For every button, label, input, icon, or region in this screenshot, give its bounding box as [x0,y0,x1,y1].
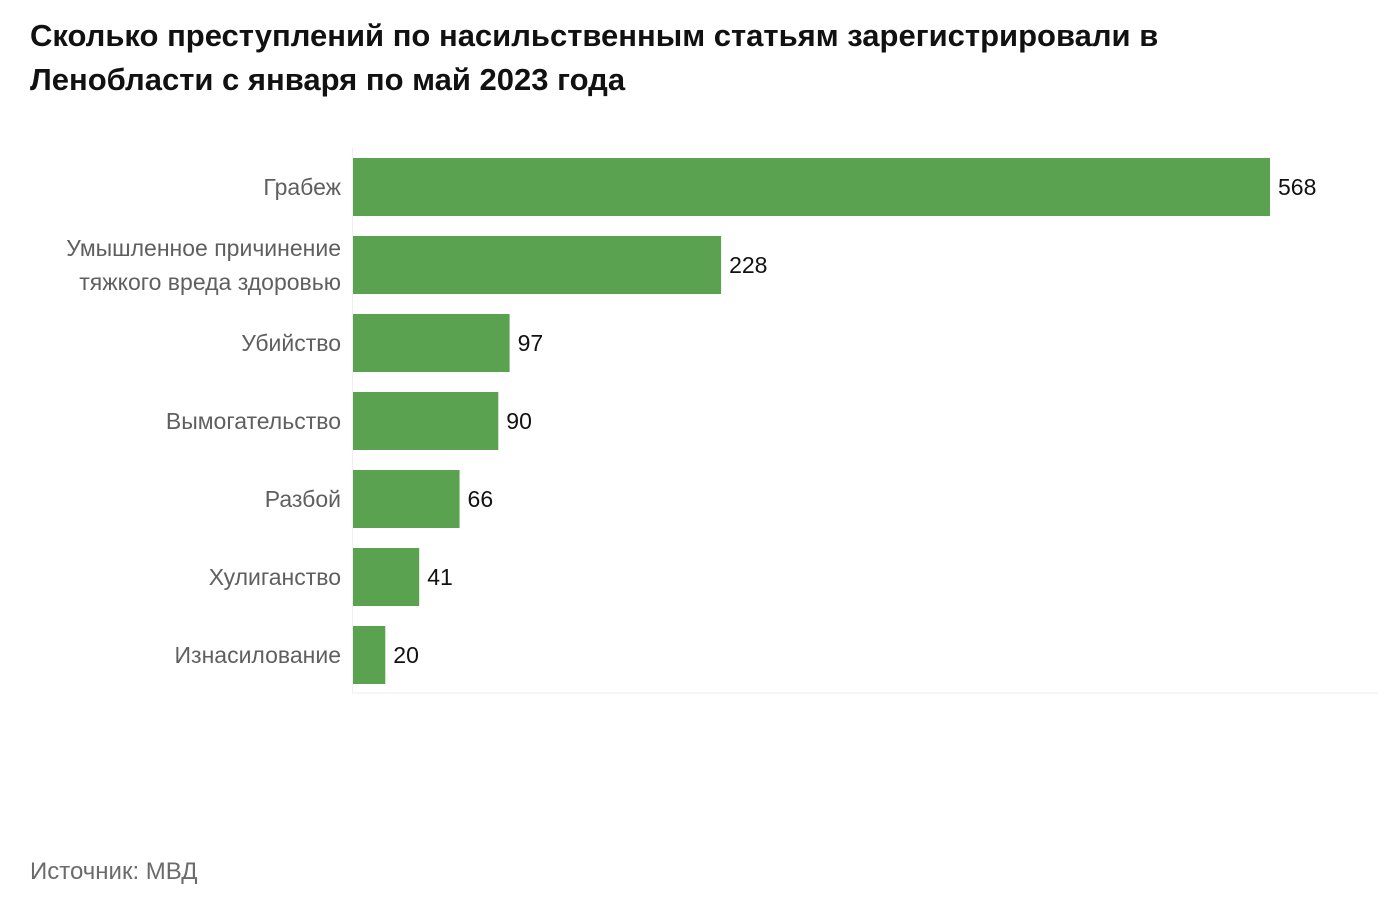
category-label-2: Убийство [241,330,341,356]
bar-0 [353,158,1270,216]
bar-6 [353,626,386,684]
value-label-5: 41 [427,564,453,590]
bar-2 [353,314,510,372]
value-label-2: 97 [518,330,544,356]
bars-layer: 568 Грабеж 228 Умышленное причинение тяжкого… [66,158,1316,684]
value-label-6: 20 [393,642,419,668]
category-label-3: Вымогательство [166,408,341,434]
category-label-6: Изнасилование [175,642,341,668]
value-label-3: 90 [506,408,532,434]
bar-5 [353,548,420,606]
value-label-4: 66 [468,486,494,512]
chart-title: Сколько преступлений по насильственным с… [30,18,1159,97]
category-label-4: Разбой [265,486,341,512]
category-label-0: Грабеж [263,174,341,200]
value-label-0: 568 [1278,174,1316,200]
bar-3 [353,392,499,450]
value-label-1: 228 [729,252,767,278]
source-note: Источник: МВД [30,858,198,885]
category-label-5: Хулиганство [209,564,341,590]
bar-4 [353,470,460,528]
category-label-1: Умышленное причинение тяжкого вреда здоро… [66,235,341,295]
bar-1 [353,236,722,294]
